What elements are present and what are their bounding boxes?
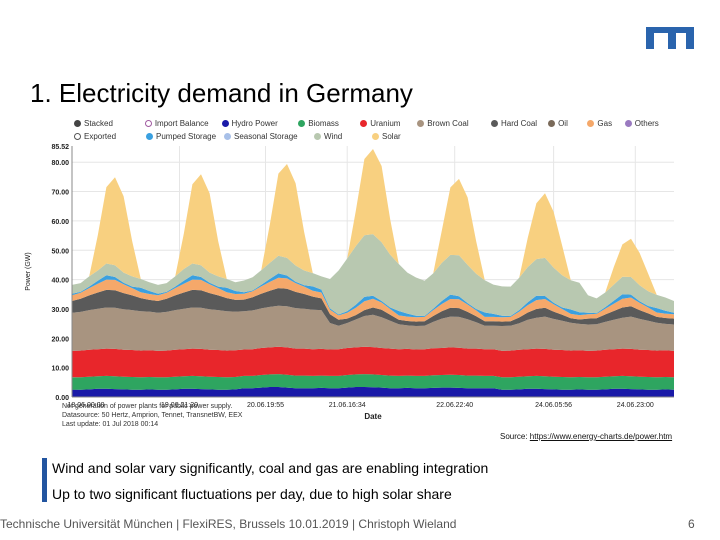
legend-row: Stacked Import Balance Hydro Power Biomass U… (74, 117, 674, 130)
area-series (72, 387, 674, 397)
y-tick-label: 10.00 (51, 366, 69, 373)
legend-label: Others (634, 119, 659, 128)
legend-swatch-icon (360, 120, 368, 127)
x-tick-label: 22.06.22:40 (436, 402, 473, 409)
x-tick-label: 24.06.05:56 (535, 402, 572, 409)
chart: 0.00 10.00 20.00 30.00 40.00 50.00 60.00 70.00 8… (25, 144, 674, 421)
legend-label: Hard Coal (501, 119, 538, 128)
y-tick-label: 80.00 (51, 160, 69, 167)
legend-label: Stacked (84, 119, 113, 128)
x-axis-label: Date (364, 412, 382, 421)
legend-swatch-icon (417, 120, 425, 127)
legend-swatch-icon (587, 120, 595, 127)
y-tick-label: 0.00 (55, 395, 69, 402)
legend-swatch-icon (624, 120, 632, 127)
source-link[interactable]: https://www.energy-charts.de/power.htm (529, 432, 673, 441)
y-tick-label: 30.00 (51, 307, 69, 314)
legend-label: Hydro Power (231, 119, 278, 128)
x-tick-label: 21.06.16:34 (329, 402, 366, 409)
x-tick-label: 24.06.23:00 (617, 402, 654, 409)
bullet-accent-bar (42, 458, 47, 502)
legend-label: Import Balance (154, 119, 209, 128)
bullet-text: Wind and solar vary significantly, coal … (52, 460, 489, 476)
legend-item[interactable]: Import Balance (144, 119, 222, 128)
page-number: 6 (688, 517, 695, 531)
legend-item[interactable]: Pumped Storage (146, 132, 224, 141)
y-tick-label: 70.00 (51, 190, 69, 197)
legend-label: Oil (558, 119, 568, 128)
legend-swatch-icon (491, 120, 499, 127)
legend-swatch-icon (224, 133, 231, 140)
area-series (72, 149, 674, 301)
y-tick-label: 40.00 (51, 278, 69, 285)
y-tick-label: 60.00 (51, 219, 69, 226)
legend-label: Seasonal Storage (234, 132, 298, 141)
chart-note: Last update: 01 Jul 2018 00:14 (62, 421, 159, 428)
area-series (72, 273, 674, 318)
legend-swatch-icon (314, 133, 321, 140)
area-series (72, 277, 674, 322)
legend-swatch-icon (298, 120, 306, 127)
legend-item[interactable]: Exported (74, 132, 146, 141)
area-series (72, 346, 674, 378)
legend-item[interactable]: Seasonal Storage (224, 132, 314, 141)
bullet-text: Up to two significant fluctuations per d… (52, 486, 452, 502)
footer-text: Technische Universität München | FlexiRE… (0, 517, 457, 531)
legend-label: Brown Coal (427, 119, 469, 128)
legend-label: Biomass (308, 119, 339, 128)
x-tick-label: 18.06.00:00 (68, 402, 105, 409)
legend-label: Uranium (370, 119, 401, 128)
legend-item[interactable]: Oil (548, 119, 587, 128)
chart-legend: Stacked Import Balance Hydro Power Biomass U… (74, 117, 674, 143)
chart-notes: Net generation of power plants for publi… (62, 402, 322, 429)
legend-swatch-icon (74, 133, 81, 140)
area-series (72, 234, 674, 316)
tum-logo-icon (646, 27, 694, 49)
legend-swatch-icon (372, 133, 379, 140)
legend-label: Wind (324, 132, 343, 141)
legend-item[interactable]: Gas (587, 119, 624, 128)
legend-label: Exported (84, 132, 117, 141)
legend-item[interactable]: Others (624, 119, 674, 128)
legend-label: Solar (382, 132, 401, 141)
y-max-label: 85.52 (51, 144, 69, 151)
x-tick-label: 19.06.21:20 (161, 402, 198, 409)
y-axis-label: Power (GW) (25, 252, 32, 291)
chart-note: Net generation of power plants for publi… (62, 403, 233, 410)
slide-title: 1. Electricity demand in Germany (30, 78, 413, 108)
legend-swatch-icon (221, 120, 229, 127)
source-citation: Source: https://www.energy-charts.de/pow… (500, 432, 672, 441)
legend-item[interactable]: Uranium (360, 119, 417, 128)
legend-swatch-icon (74, 120, 81, 127)
legend-item[interactable]: Hydro Power (221, 119, 299, 128)
legend-row: Exported Pumped Storage Seasonal Storage Wi… (74, 130, 674, 143)
legend-item[interactable]: Brown Coal (417, 119, 491, 128)
legend-label: Gas (597, 119, 613, 128)
legend-item[interactable]: Biomass (298, 119, 360, 128)
legend-swatch-icon (144, 120, 152, 127)
area-series (72, 288, 674, 326)
legend-item[interactable]: Hard Coal (491, 119, 548, 128)
source-label: Source: (500, 432, 530, 441)
legend-item[interactable]: Wind (314, 132, 372, 141)
y-tick-label: 50.00 (51, 248, 69, 255)
legend-item[interactable]: Stacked (74, 119, 145, 128)
legend-swatch-icon (548, 120, 556, 127)
legend-swatch-icon (146, 133, 153, 140)
area-series (72, 374, 674, 390)
area-series (72, 305, 674, 351)
legend-label: Pumped Storage (156, 132, 217, 141)
x-tick-label: 20.06.19:55 (247, 402, 284, 409)
chart-note: Datasource: 50 Hertz, Amprion, Tennet, T… (62, 412, 243, 419)
y-tick-label: 20.00 (51, 336, 69, 343)
legend-item[interactable]: Solar (372, 132, 422, 141)
